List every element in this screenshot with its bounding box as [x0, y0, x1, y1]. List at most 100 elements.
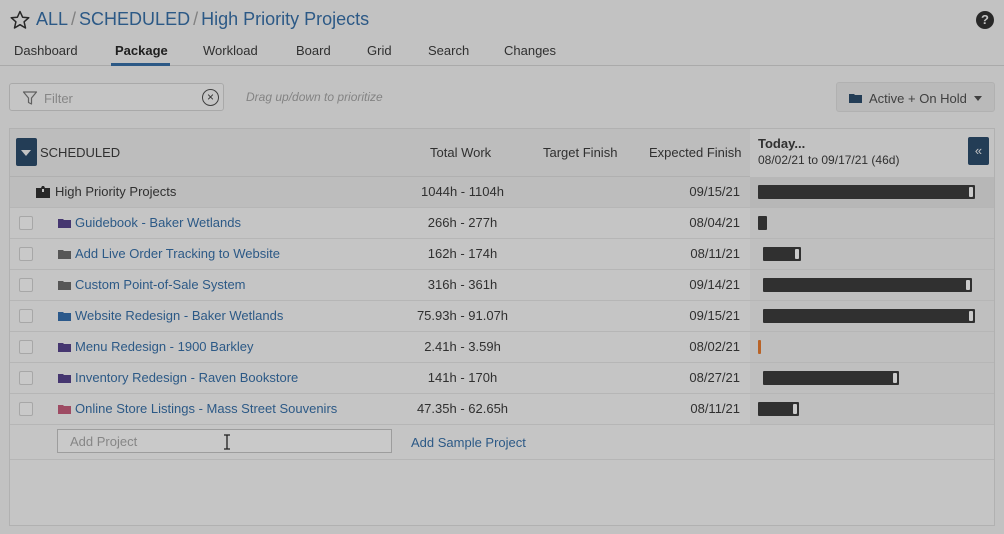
clear-filter-icon[interactable]: ×: [202, 89, 219, 106]
row-expected-finish: 09/15/21: [689, 184, 740, 199]
top-bar: ALL / SCHEDULED / High Priority Projects ? D…: [0, 0, 1004, 66]
tab-dashboard[interactable]: Dashboard: [14, 43, 78, 58]
tab-grid[interactable]: Grid: [367, 43, 392, 58]
tab-package[interactable]: Package: [115, 43, 168, 58]
column-header-target-finish[interactable]: Target Finish: [543, 145, 618, 160]
timeline-cell: [750, 363, 994, 393]
tab-bar: Dashboard Package Workload Board Grid Se…: [0, 40, 1004, 66]
timeline-title: Today...: [758, 136, 806, 151]
timeline-cell: [750, 239, 994, 269]
folder-icon: [58, 374, 71, 383]
folder-icon: [58, 312, 71, 321]
timeline-cell: [750, 301, 994, 331]
package-icon: [36, 186, 50, 198]
row-checkbox[interactable]: [19, 340, 33, 354]
timeline-cell: [750, 394, 994, 424]
folder-icon: [58, 219, 71, 228]
active-tab-indicator: [111, 63, 170, 66]
project-grid: SCHEDULED Total Work Target Finish Expec…: [9, 128, 995, 526]
table-row-parent[interactable]: High Priority Projects 1044h - 1104h 09/…: [10, 177, 994, 208]
tab-workload[interactable]: Workload: [203, 43, 258, 58]
collapse-group-button[interactable]: [16, 138, 37, 166]
table-row[interactable]: Inventory Redesign - Raven Bookstore 141h…: [10, 363, 994, 394]
help-icon[interactable]: ?: [976, 11, 994, 29]
breadcrumb-all[interactable]: ALL: [36, 9, 69, 29]
timeline-bar[interactable]: [758, 216, 768, 230]
breadcrumb-current: High Priority Projects: [201, 9, 370, 29]
chevron-down-icon: [974, 96, 982, 101]
row-total-work: 316h - 361h: [427, 277, 498, 292]
row-expected-finish: 08/11/21: [690, 401, 740, 416]
row-name[interactable]: Inventory Redesign - Raven Bookstore: [75, 370, 299, 385]
group-label: SCHEDULED: [40, 145, 121, 160]
expand-timeline-button[interactable]: «: [968, 137, 989, 165]
add-project-input[interactable]: [57, 429, 392, 453]
timeline-bar[interactable]: [762, 278, 973, 292]
table-row[interactable]: Add Live Order Tracking to Website 162h -…: [10, 239, 994, 270]
row-expected-finish: 09/15/21: [689, 308, 740, 323]
row-checkbox[interactable]: [19, 247, 33, 261]
star-icon[interactable]: [10, 10, 30, 30]
status-filter-dropdown[interactable]: Active + On Hold: [836, 82, 995, 112]
row-total-work: 162h - 174h: [427, 246, 498, 261]
table-row[interactable]: Menu Redesign - 1900 Barkley 2.41h - 3.59…: [10, 332, 994, 363]
table-row[interactable]: Guidebook - Baker Wetlands 266h - 277h 08/…: [10, 208, 994, 239]
breadcrumb-separator: /: [71, 9, 77, 29]
column-header-expected-finish[interactable]: Expected Finish: [649, 145, 742, 160]
row-name[interactable]: Guidebook - Baker Wetlands: [75, 215, 241, 230]
row-name[interactable]: High Priority Projects: [55, 184, 177, 199]
status-filter-label: Active + On Hold: [869, 91, 967, 106]
table-row[interactable]: Custom Point-of-Sale System 316h - 361h 09…: [10, 270, 994, 301]
tab-search[interactable]: Search: [428, 43, 470, 58]
row-name[interactable]: Add Live Order Tracking to Website: [75, 246, 280, 261]
row-name[interactable]: Custom Point-of-Sale System: [75, 277, 246, 292]
filter-input[interactable]: [44, 89, 194, 107]
timeline-bar[interactable]: [762, 309, 975, 323]
row-expected-finish: 08/11/21: [690, 246, 740, 261]
row-name[interactable]: Menu Redesign - 1900 Barkley: [75, 339, 254, 354]
row-checkbox[interactable]: [19, 371, 33, 385]
timeline-bar[interactable]: [758, 402, 800, 416]
tab-board[interactable]: Board: [296, 43, 331, 58]
row-expected-finish: 08/27/21: [689, 370, 740, 385]
timeline-bar[interactable]: [762, 371, 900, 385]
row-name[interactable]: Website Redesign - Baker Wetlands: [75, 308, 284, 323]
row-total-work: 266h - 277h: [427, 215, 498, 230]
drag-hint: Drag up/down to prioritize: [246, 90, 383, 104]
table-row[interactable]: Website Redesign - Baker Wetlands 75.93h …: [10, 301, 994, 332]
breadcrumb-separator: /: [193, 9, 199, 29]
timeline-range: 08/02/21 to 09/17/21 (46d): [758, 153, 900, 167]
row-name[interactable]: Online Store Listings - Mass Street Souv…: [75, 401, 338, 416]
text-cursor-icon: [224, 434, 230, 450]
row-checkbox[interactable]: [19, 309, 33, 323]
timeline-cell: [750, 208, 994, 238]
timeline-header: Today... 08/02/21 to 09/17/21 (46d): [750, 129, 994, 177]
row-total-work: 1044h - 1104h: [421, 184, 504, 199]
column-header-total-work[interactable]: Total Work: [430, 145, 492, 160]
filter-box: ×: [9, 83, 224, 111]
add-sample-project-link[interactable]: Add Sample Project: [411, 435, 526, 450]
row-expected-finish: 08/04/21: [689, 215, 740, 230]
row-checkbox[interactable]: [19, 216, 33, 230]
row-checkbox[interactable]: [19, 402, 33, 416]
timeline-cell: [750, 270, 994, 300]
row-total-work: 47.35h - 62.65h: [416, 401, 509, 416]
folder-icon: [58, 343, 71, 352]
timeline-bar[interactable]: [758, 340, 761, 354]
add-project-row: Add Sample Project: [10, 425, 994, 460]
row-total-work: 141h - 170h: [427, 370, 498, 385]
tab-changes[interactable]: Changes: [504, 43, 557, 58]
breadcrumb: ALL / SCHEDULED / High Priority Projects: [36, 9, 369, 30]
folder-icon: [58, 281, 71, 290]
funnel-icon: [22, 91, 38, 105]
row-total-work: 2.41h - 3.59h: [424, 339, 501, 354]
folder-icon: [58, 405, 71, 414]
row-total-work: 75.93h - 91.07h: [416, 308, 509, 323]
table-row[interactable]: Online Store Listings - Mass Street Souv…: [10, 394, 994, 425]
breadcrumb-scheduled[interactable]: SCHEDULED: [79, 9, 191, 29]
row-checkbox[interactable]: [19, 278, 33, 292]
grid-header: SCHEDULED Total Work Target Finish Expec…: [10, 129, 994, 177]
timeline-bar[interactable]: [762, 247, 802, 261]
timeline-bar[interactable]: [758, 185, 975, 199]
folder-icon: [58, 250, 71, 259]
